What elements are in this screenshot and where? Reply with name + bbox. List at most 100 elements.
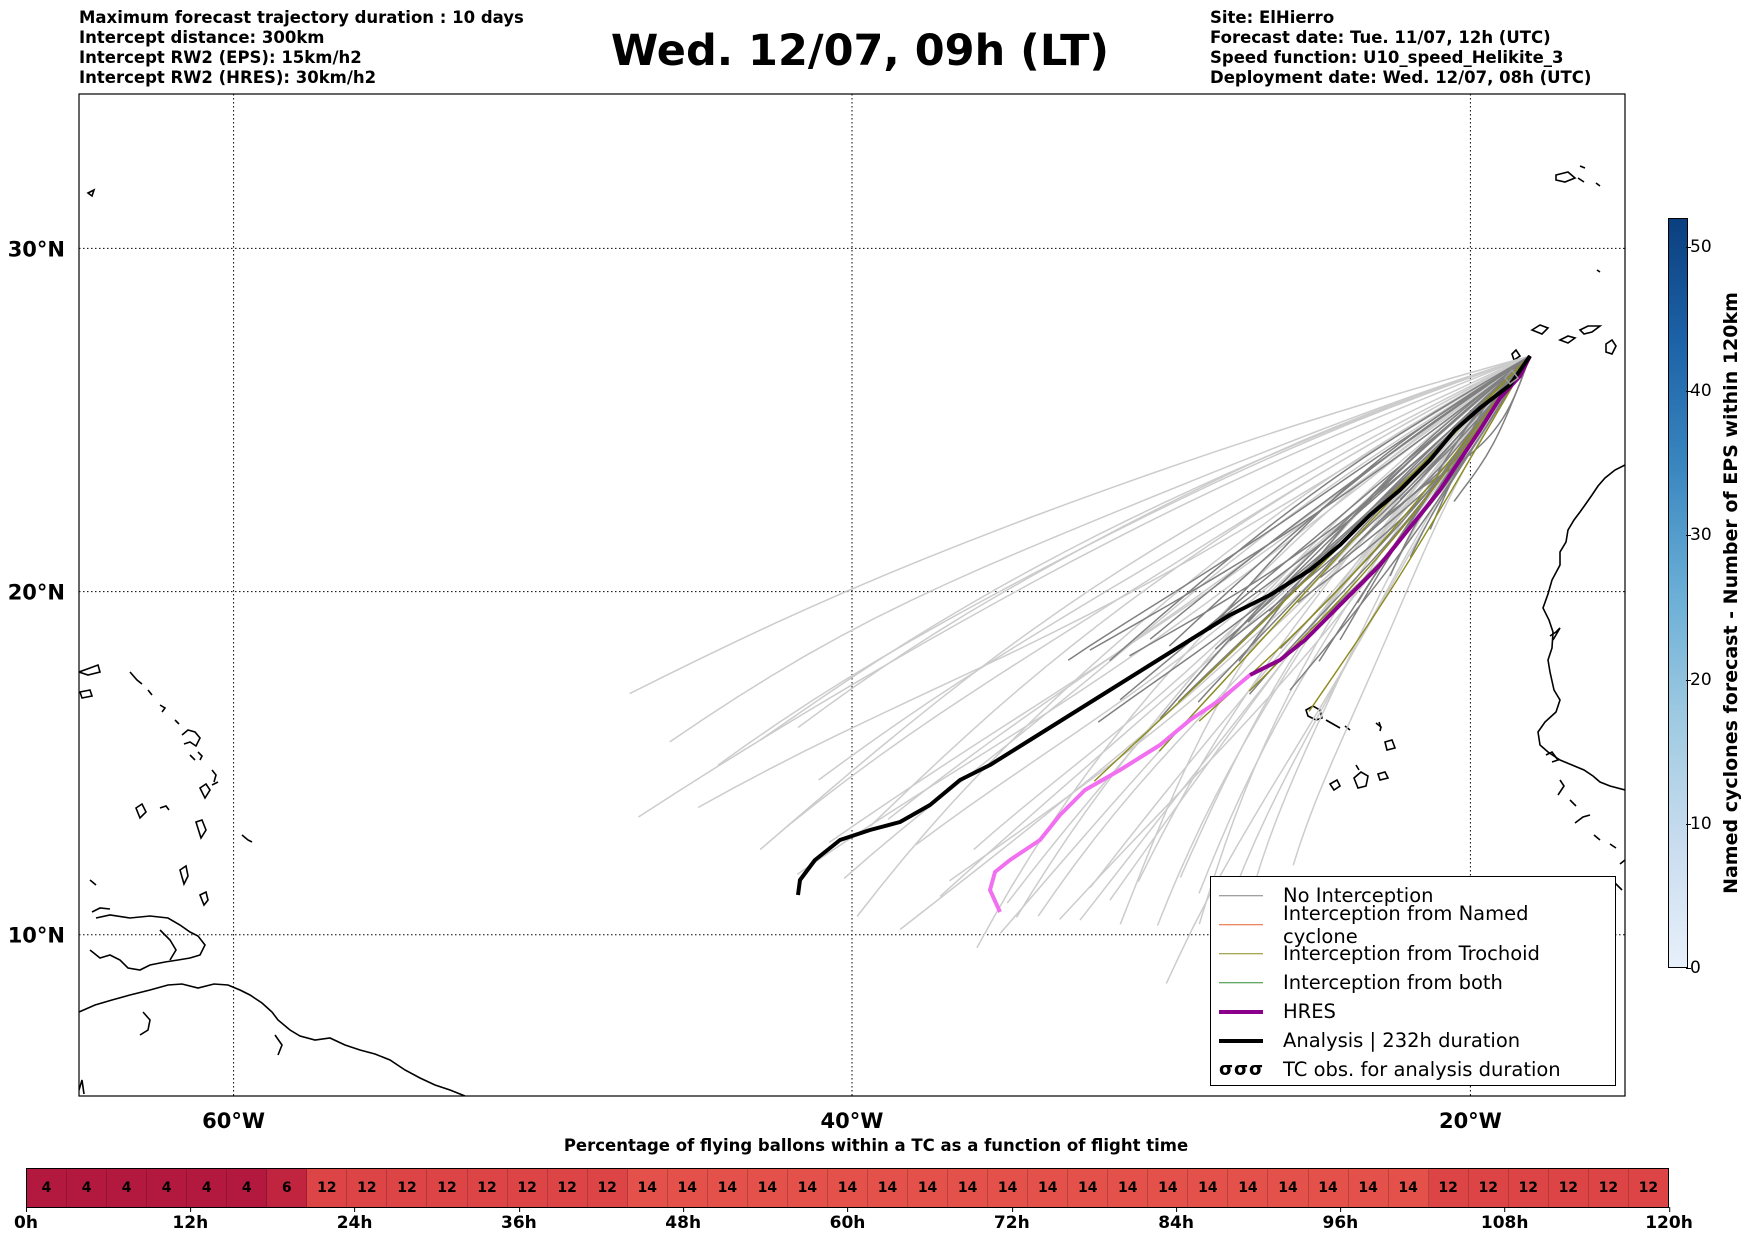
eps-trajectory (899, 355, 1531, 930)
eps-trajectory (1015, 355, 1531, 918)
header-info-line: Site: ElHierro (1210, 8, 1335, 27)
coast-segment (1557, 779, 1565, 796)
percentage-cell: 12 (1548, 1169, 1589, 1207)
coast-segment (159, 704, 167, 713)
coast-segment (1355, 764, 1360, 771)
percentage-cell: 4 (147, 1169, 188, 1207)
colorbar-tick-label: 50 (1686, 236, 1712, 257)
percentage-cell: 14 (1028, 1169, 1069, 1207)
eps-trajectory (948, 355, 1531, 882)
lon-label: 60°W (202, 1109, 265, 1133)
header-info-line: Deployment date: Wed. 12/07, 08h (UTC) (1210, 68, 1592, 87)
axis-labels: 30°N 20°N 10°N 60°W 40°W 20°W (8, 237, 1502, 1133)
legend-item: No Interception (1219, 881, 1607, 910)
percentage-cell: 14 (867, 1169, 909, 1207)
header-right-info: Site: ElHierro Forecast date: Tue. 11/07,… (1210, 8, 1591, 88)
coast-segment (1325, 719, 1341, 729)
eps-trajectory (638, 355, 1531, 818)
coast-segment (1555, 171, 1577, 183)
hres-analysis-trajectories (796, 354, 1532, 913)
time-tick-label: 84h (1158, 1207, 1194, 1233)
coast-segment (1574, 814, 1591, 824)
percentage-cell: 12 (387, 1169, 428, 1207)
lon-label: 40°W (821, 1109, 884, 1133)
legend-item-tc-obs: σσσ TC obs. for analysis duration (1219, 1055, 1607, 1084)
percentage-cell: 12 (347, 1169, 388, 1207)
time-tick-label: 24h (336, 1207, 373, 1233)
coast-segment (211, 769, 217, 783)
percentage-cell: 14 (787, 1169, 828, 1207)
colorbar-tick-label: 20 (1686, 669, 1712, 690)
coast-segment (1511, 348, 1522, 362)
time-tick-label: 36h (501, 1207, 537, 1233)
coast-segment (1328, 778, 1342, 792)
eps-trajectory (828, 355, 1531, 844)
percentage-cell: 14 (627, 1169, 668, 1207)
percentage-cell: 12 (427, 1169, 468, 1207)
percentage-cell: 14 (1188, 1169, 1229, 1207)
eps-trajectory (1292, 355, 1531, 866)
time-tick-label: 72h (993, 1207, 1030, 1233)
header-info-line: Intercept RW2 (EPS): 15km/h2 (79, 48, 362, 67)
coast-segment (1569, 799, 1577, 807)
legend-item-label: Analysis | 232h duration (1283, 1029, 1521, 1052)
lat-label: 10°N (8, 924, 65, 948)
coast-segment (1577, 177, 1585, 183)
colorbar-tick-label: 30 (1686, 525, 1712, 546)
map-legend: No Interception Interception from Named c… (1210, 876, 1616, 1086)
legend-item-label: Interception from both (1283, 971, 1503, 994)
percentage-cell: 4 (67, 1169, 108, 1207)
coast-segment (241, 834, 253, 843)
percentage-cell: 14 (827, 1169, 868, 1207)
eps-trajectory (669, 355, 1531, 743)
percentage-cell: 6 (267, 1169, 308, 1207)
time-tick-label: 12h (172, 1207, 209, 1233)
coast-segment (189, 754, 196, 761)
lat-label: 30°N (8, 237, 65, 261)
coast-segment (79, 983, 466, 1096)
percentage-cell: 14 (1388, 1169, 1429, 1207)
header-info-line: Intercept distance: 300km (79, 28, 325, 47)
colorbar (1668, 218, 1688, 968)
coast-segment (1384, 739, 1397, 751)
time-tick-label: 48h (665, 1207, 702, 1233)
coast-segment (197, 751, 203, 761)
coast-segment (1619, 859, 1625, 865)
legend-item: Interception from both (1219, 968, 1607, 997)
bottom-strip-title: Percentage of flying ballons within a TC… (563, 1136, 1189, 1155)
no-interception-trajectory (1067, 355, 1531, 661)
legend-item: Analysis | 232h duration (1219, 1026, 1607, 1055)
time-tick-label: 60h (829, 1207, 866, 1233)
no-interception-trajectory (1337, 355, 1531, 563)
coast-segment (1549, 627, 1561, 641)
percentage-cell: 14 (1348, 1169, 1389, 1207)
legend-item: HRES (1219, 997, 1607, 1026)
lat-label: 20°N (8, 581, 65, 605)
percentage-cell: 14 (1308, 1169, 1349, 1207)
eps-trajectory (1253, 355, 1531, 887)
hres-trajectory (1249, 355, 1532, 677)
coast-segment (86, 188, 96, 198)
time-tick-label: 120h (1645, 1207, 1693, 1233)
eps-trajectories-near (1067, 355, 1531, 723)
coast-segment (1530, 324, 1550, 335)
percentage-cell: 12 (307, 1169, 348, 1207)
legend-item-label: TC obs. for analysis duration (1283, 1058, 1561, 1081)
percentage-cell: 14 (707, 1169, 748, 1207)
eps-trajectory (629, 355, 1531, 695)
coast-segment (1578, 325, 1603, 335)
coast-segment (1595, 182, 1601, 187)
coast-segment (135, 802, 147, 820)
percentage-cell: 14 (988, 1169, 1029, 1207)
lon-label: 20°W (1439, 1109, 1502, 1133)
header-info-line: Maximum forecast trajectory duration : 1… (79, 8, 524, 27)
legend-item-label: No Interception (1283, 884, 1434, 907)
coast-segment (79, 663, 101, 676)
coast-segment (1558, 335, 1577, 344)
coast-segment (174, 719, 180, 725)
header-left-info: Maximum forecast trajectory duration : 1… (79, 8, 524, 88)
percentage-cell: 4 (27, 1169, 68, 1207)
percentage-cell: 14 (908, 1169, 949, 1207)
coast-segment (79, 1079, 85, 1095)
tc-obs-marker (1504, 368, 1520, 386)
